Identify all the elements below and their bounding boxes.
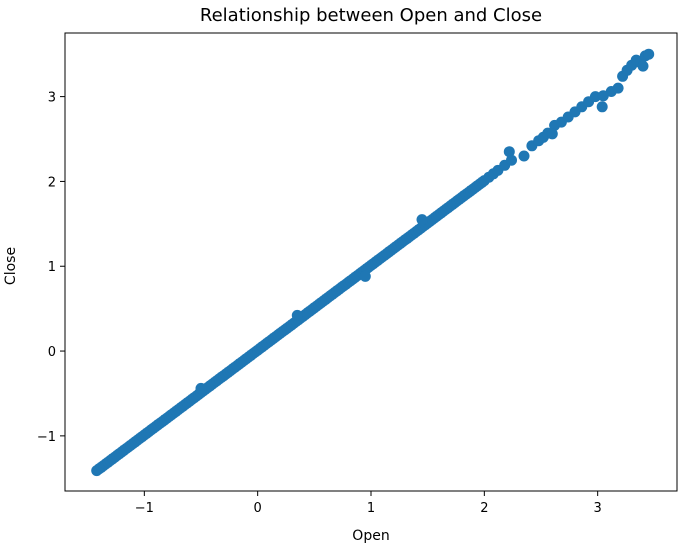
y-tick-label: −1 bbox=[37, 430, 56, 445]
y-tick-label: 1 bbox=[48, 260, 56, 275]
scatter-point bbox=[597, 90, 609, 102]
scatter-point bbox=[359, 270, 371, 282]
scatter-point bbox=[291, 309, 303, 321]
scatter-point bbox=[612, 82, 624, 94]
x-tick-label: 3 bbox=[594, 501, 602, 516]
scatter-point bbox=[195, 382, 207, 394]
y-tick-label: 0 bbox=[48, 345, 56, 360]
scatter-point bbox=[596, 101, 608, 113]
scatter-point bbox=[643, 48, 655, 60]
scatter-point bbox=[518, 150, 530, 162]
ticks-layer: −1 0 1 2 3 −1 0 1 2 3 bbox=[37, 91, 602, 516]
scatter-point bbox=[506, 154, 517, 166]
scatter-point bbox=[589, 91, 601, 103]
x-tick-label: 0 bbox=[254, 501, 262, 516]
scatter-point bbox=[503, 146, 515, 158]
y-tick-label: 3 bbox=[48, 91, 56, 106]
points-layer bbox=[91, 48, 655, 477]
chart-title: Relationship between Open and Close bbox=[200, 5, 542, 26]
plot-frame bbox=[64, 32, 678, 492]
x-tick-label: −1 bbox=[135, 501, 154, 516]
x-axis-label: Open bbox=[352, 528, 389, 544]
scatter-point bbox=[637, 60, 649, 72]
y-tick-label: 2 bbox=[48, 175, 56, 190]
x-tick-label: 1 bbox=[367, 501, 375, 516]
scatter-point bbox=[416, 214, 428, 226]
y-axis-label: Close bbox=[3, 247, 19, 285]
x-tick-label: 2 bbox=[480, 501, 488, 516]
scatter-point bbox=[546, 128, 558, 140]
